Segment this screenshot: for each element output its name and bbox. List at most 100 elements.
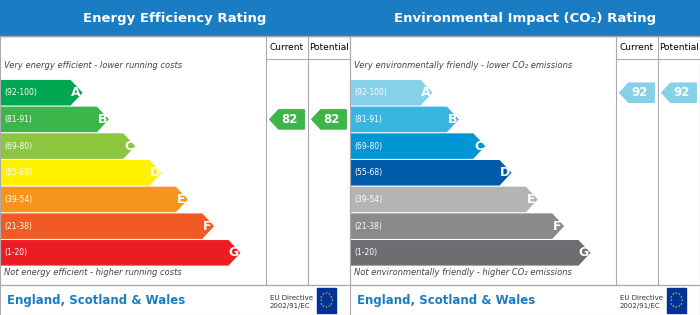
Polygon shape <box>1 81 82 105</box>
Polygon shape <box>1 214 214 238</box>
Text: (92-100): (92-100) <box>354 88 387 97</box>
Text: G: G <box>229 246 239 259</box>
Text: C: C <box>124 140 133 152</box>
Bar <box>350 285 700 315</box>
Polygon shape <box>1 241 239 265</box>
Text: Not energy efficient - higher running costs: Not energy efficient - higher running co… <box>4 268 181 277</box>
Text: Environmental Impact (CO₂) Rating: Environmental Impact (CO₂) Rating <box>394 12 656 25</box>
Bar <box>350 0 700 36</box>
Text: ★: ★ <box>670 302 673 306</box>
Text: (21-38): (21-38) <box>4 222 32 231</box>
Text: C: C <box>474 140 483 152</box>
Text: D: D <box>500 166 510 179</box>
Bar <box>0 36 350 285</box>
Text: (55-68): (55-68) <box>4 168 32 177</box>
Text: ★: ★ <box>325 291 328 295</box>
Polygon shape <box>620 83 654 102</box>
Polygon shape <box>351 161 510 185</box>
Text: (21-38): (21-38) <box>354 222 382 231</box>
Text: D: D <box>150 166 160 179</box>
Bar <box>0 285 350 315</box>
Text: (92-100): (92-100) <box>4 88 37 97</box>
Text: ★: ★ <box>675 305 678 309</box>
Bar <box>666 288 686 313</box>
Bar <box>0 0 350 36</box>
Text: ★: ★ <box>330 298 333 302</box>
Text: ★: ★ <box>672 304 675 308</box>
Bar <box>316 288 336 313</box>
Text: 82: 82 <box>323 113 340 126</box>
Text: (69-80): (69-80) <box>354 142 382 151</box>
Bar <box>350 285 700 315</box>
Polygon shape <box>351 107 458 131</box>
Polygon shape <box>1 107 108 131</box>
Text: England, Scotland & Wales: England, Scotland & Wales <box>357 294 536 306</box>
Text: (81-91): (81-91) <box>354 115 382 124</box>
Text: 2002/91/EC: 2002/91/EC <box>620 303 660 309</box>
Text: B: B <box>447 113 457 126</box>
Text: ★: ★ <box>322 292 325 296</box>
Polygon shape <box>662 83 696 102</box>
Polygon shape <box>1 187 187 212</box>
Text: A: A <box>421 86 430 99</box>
Text: Current: Current <box>270 43 304 52</box>
Polygon shape <box>1 161 160 185</box>
Text: (39-54): (39-54) <box>4 195 32 204</box>
Text: Very energy efficient - lower running costs: Very energy efficient - lower running co… <box>4 61 181 71</box>
Text: F: F <box>203 220 212 233</box>
Text: ★: ★ <box>328 304 330 308</box>
Text: England, Scotland & Wales: England, Scotland & Wales <box>7 294 186 306</box>
Text: ★: ★ <box>322 304 325 308</box>
Text: ★: ★ <box>320 295 323 299</box>
Text: (55-68): (55-68) <box>354 168 382 177</box>
Text: Potential: Potential <box>659 43 699 52</box>
Text: EU Directive: EU Directive <box>270 295 312 301</box>
Text: ★: ★ <box>328 292 330 296</box>
Text: ★: ★ <box>330 295 332 299</box>
Polygon shape <box>351 214 564 238</box>
Text: (39-54): (39-54) <box>354 195 382 204</box>
Text: ★: ★ <box>680 295 682 299</box>
Text: (1-20): (1-20) <box>354 248 377 257</box>
Text: A: A <box>71 86 80 99</box>
Text: 92: 92 <box>673 86 690 99</box>
Text: Current: Current <box>620 43 654 52</box>
Text: ★: ★ <box>320 302 323 306</box>
Polygon shape <box>351 81 432 105</box>
Text: E: E <box>177 193 186 206</box>
Text: (81-91): (81-91) <box>4 115 32 124</box>
Text: (1-20): (1-20) <box>4 248 27 257</box>
Text: F: F <box>553 220 562 233</box>
Text: 92: 92 <box>631 86 648 99</box>
Text: ★: ★ <box>669 298 672 302</box>
Text: (69-80): (69-80) <box>4 142 32 151</box>
Text: 2002/91/EC: 2002/91/EC <box>270 303 310 309</box>
Text: 82: 82 <box>281 113 298 126</box>
Text: ★: ★ <box>680 302 682 306</box>
Text: Not environmentally friendly - higher CO₂ emissions: Not environmentally friendly - higher CO… <box>354 268 571 277</box>
Text: ★: ★ <box>678 304 680 308</box>
Text: E: E <box>527 193 536 206</box>
Text: ★: ★ <box>330 302 332 306</box>
Text: Very environmentally friendly - lower CO₂ emissions: Very environmentally friendly - lower CO… <box>354 61 572 71</box>
Polygon shape <box>1 134 134 158</box>
Bar <box>350 36 700 285</box>
Text: ★: ★ <box>675 291 678 295</box>
Text: ★: ★ <box>678 292 680 296</box>
Polygon shape <box>312 110 346 129</box>
Polygon shape <box>351 187 537 212</box>
Polygon shape <box>270 110 304 129</box>
Text: EU Directive: EU Directive <box>620 295 662 301</box>
Text: ★: ★ <box>325 305 328 309</box>
Polygon shape <box>351 134 484 158</box>
Text: ★: ★ <box>319 298 322 302</box>
Text: Energy Efficiency Rating: Energy Efficiency Rating <box>83 12 267 25</box>
Text: ★: ★ <box>680 298 683 302</box>
Bar <box>0 285 350 315</box>
Text: ★: ★ <box>670 295 673 299</box>
Text: G: G <box>579 246 589 259</box>
Text: B: B <box>97 113 107 126</box>
Text: Potential: Potential <box>309 43 349 52</box>
Polygon shape <box>351 241 589 265</box>
Text: ★: ★ <box>672 292 675 296</box>
